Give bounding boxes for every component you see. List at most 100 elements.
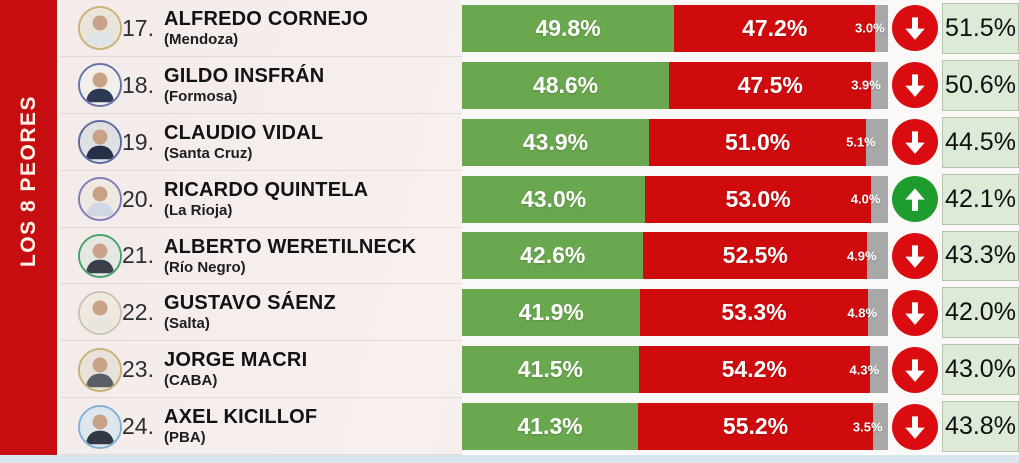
trend-cell bbox=[888, 341, 942, 399]
previous-score-cell: 42.1% bbox=[942, 170, 1019, 228]
disapproval-value: 52.5% bbox=[722, 242, 788, 269]
governor-avatar bbox=[78, 120, 122, 165]
photo-cell bbox=[60, 341, 122, 398]
governor-name: GUSTAVO SÁENZ bbox=[164, 292, 336, 315]
rank-cell: 21. bbox=[122, 228, 164, 285]
approval-value: 49.8% bbox=[535, 14, 601, 41]
undecided-segment bbox=[866, 118, 888, 166]
rank-label: 17. bbox=[122, 14, 154, 41]
approval-value: 43.0% bbox=[520, 185, 587, 212]
trend-down-icon bbox=[892, 62, 938, 109]
table-row: 18. GILDO INSFRÁN (Formosa) 48.6% 47.5% … bbox=[60, 56, 1019, 114]
undecided-segment bbox=[871, 61, 888, 109]
disapproval-segment: 54.2% 4.3% bbox=[638, 346, 879, 394]
previous-score-cell: 42.0% bbox=[942, 284, 1019, 342]
trend-cell bbox=[888, 284, 942, 342]
disapproval-value: 47.5% bbox=[737, 71, 803, 98]
previous-score-cell: 43.0% bbox=[942, 341, 1019, 399]
row-divider bbox=[60, 454, 462, 455]
previous-score-cell: 51.5% bbox=[942, 0, 1019, 57]
rank-label: 18. bbox=[122, 71, 154, 98]
undecided-value: 4.9% bbox=[846, 248, 877, 264]
trend-cell bbox=[888, 56, 942, 114]
governor-province: (CABA) bbox=[164, 372, 218, 390]
rank-label: 24. bbox=[122, 413, 154, 440]
trend-cell bbox=[888, 113, 942, 171]
table-row: 23. JORGE MACRI (CABA) 41.5% 54.2% 4.3% bbox=[60, 341, 1019, 399]
bar-cell: 48.6% 47.5% 3.9% bbox=[462, 56, 888, 114]
row-divider bbox=[60, 283, 462, 285]
previous-score-value: 43.8% bbox=[942, 401, 1019, 452]
photo-cell bbox=[60, 0, 122, 57]
trend-up-icon bbox=[892, 176, 938, 223]
row-divider bbox=[60, 340, 462, 342]
undecided-segment bbox=[867, 289, 888, 337]
rank-cell: 23. bbox=[122, 341, 164, 398]
bar-cell: 41.9% 53.3% 4.8% bbox=[462, 284, 888, 342]
governor-name: AXEL KICILLOF bbox=[164, 406, 318, 429]
disapproval-segment: 53.3% 4.8% bbox=[640, 289, 877, 337]
disapproval-value: 53.3% bbox=[721, 299, 787, 326]
undecided-value: 3.0% bbox=[855, 20, 885, 36]
row-divider bbox=[60, 169, 462, 171]
table-row: 24. AXEL KICILLOF (PBA) 41.3% 55.2% 3.5% bbox=[60, 398, 1019, 455]
previous-score-value: 43.0% bbox=[942, 344, 1019, 396]
name-cell: ALBERTO WERETILNECK (Río Negro) bbox=[164, 228, 462, 285]
photo-cell bbox=[60, 284, 122, 341]
undecided-value: 3.9% bbox=[851, 77, 881, 93]
governor-avatar bbox=[78, 290, 122, 335]
rank-cell: 20. bbox=[122, 171, 164, 228]
approval-value: 41.5% bbox=[517, 356, 583, 383]
rank-cell: 18. bbox=[122, 57, 164, 114]
governor-ranking-table: 17. ALFREDO CORNEJO (Mendoza) 49.8% 47.2… bbox=[57, 0, 1019, 455]
governor-avatar bbox=[78, 6, 122, 51]
bar-cell: 43.9% 51.0% 5.1% bbox=[462, 113, 888, 171]
name-cell: CLAUDIO VIDAL (Santa Cruz) bbox=[164, 114, 462, 171]
undecided-value: 4.3% bbox=[849, 362, 880, 378]
row-divider bbox=[60, 226, 462, 228]
governor-name: GILDO INSFRÁN bbox=[164, 64, 325, 87]
governor-name: JORGE MACRI bbox=[164, 349, 308, 372]
stacked-bar: 48.6% 47.5% 3.9% bbox=[462, 61, 888, 109]
disapproval-segment: 55.2% 3.5% bbox=[637, 403, 883, 451]
row-divider bbox=[60, 55, 462, 57]
governor-province: (Río Negro) bbox=[164, 258, 246, 276]
previous-score-value: 50.6% bbox=[942, 59, 1019, 111]
previous-score-value: 44.5% bbox=[942, 116, 1019, 168]
name-cell: GUSTAVO SÁENZ (Salta) bbox=[164, 284, 462, 341]
trend-cell bbox=[888, 170, 942, 228]
rank-label: 20. bbox=[122, 185, 154, 212]
governor-avatar bbox=[78, 347, 122, 392]
approval-segment: 41.9% bbox=[462, 289, 641, 337]
bar-cell: 43.0% 53.0% 4.0% bbox=[462, 170, 888, 228]
governor-province: (PBA) bbox=[164, 429, 206, 447]
undecided-value: 4.8% bbox=[847, 305, 878, 321]
table-row: 20. RICARDO QUINTELA (La Rioja) 43.0% 53… bbox=[60, 170, 1019, 228]
previous-score-value: 42.0% bbox=[942, 287, 1019, 339]
trend-down-icon bbox=[892, 232, 938, 279]
disapproval-value: 51.0% bbox=[725, 128, 791, 155]
previous-score-cell: 43.8% bbox=[942, 398, 1019, 455]
previous-score-value: 42.1% bbox=[942, 173, 1019, 225]
approval-value: 43.9% bbox=[522, 128, 589, 155]
bottom-strip bbox=[0, 455, 1019, 463]
table-row: 19. CLAUDIO VIDAL (Santa Cruz) 43.9% 51.… bbox=[60, 113, 1019, 171]
governor-name: ALFREDO CORNEJO bbox=[164, 8, 369, 31]
stacked-bar: 49.8% 47.2% 3.0% bbox=[462, 4, 888, 52]
approval-value: 41.9% bbox=[518, 299, 584, 326]
approval-value: 41.3% bbox=[517, 413, 583, 440]
name-cell: GILDO INSFRÁN (Formosa) bbox=[164, 57, 462, 114]
rank-label: 21. bbox=[122, 242, 154, 269]
disapproval-value: 47.2% bbox=[742, 14, 808, 41]
name-cell: RICARDO QUINTELA (La Rioja) bbox=[164, 171, 462, 228]
stacked-bar: 41.5% 54.2% 4.3% bbox=[462, 346, 888, 394]
photo-cell bbox=[60, 171, 122, 228]
governor-province: (Mendoza) bbox=[164, 31, 239, 49]
governor-province: (Formosa) bbox=[164, 87, 238, 105]
rank-label: 22. bbox=[122, 299, 154, 326]
row-divider bbox=[60, 397, 462, 399]
previous-score-value: 43.3% bbox=[942, 230, 1019, 282]
stacked-bar: 43.9% 51.0% 5.1% bbox=[462, 118, 888, 166]
stacked-bar: 41.9% 53.3% 4.8% bbox=[462, 289, 888, 337]
undecided-segment bbox=[869, 346, 888, 394]
